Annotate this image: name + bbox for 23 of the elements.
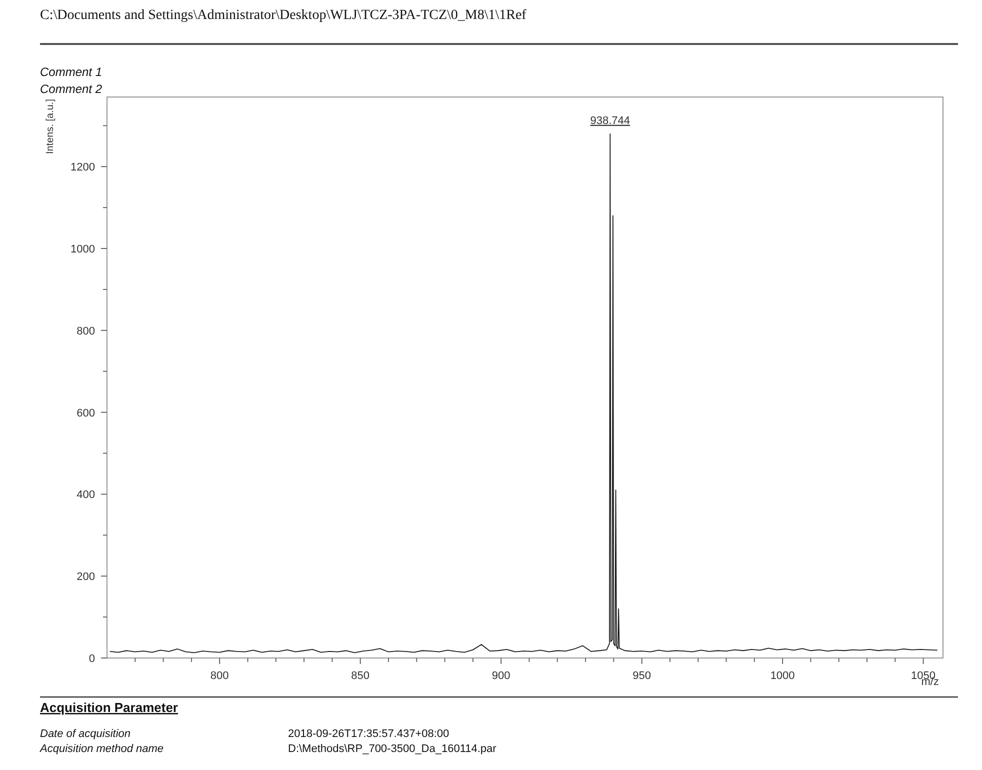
text: Date of acquisition (40, 728, 130, 740)
text: Acquisition Parameter (40, 700, 178, 715)
y-axis-title: Intens. [a.u.] (45, 98, 56, 154)
x-tick-label: 950 (632, 670, 651, 682)
y-tick-label: 200 (76, 571, 95, 584)
line-series (109, 133, 938, 654)
annotation: 938.744 (590, 114, 630, 127)
x-tick-label: 800 (210, 670, 229, 682)
y-tick-label: 400 (76, 489, 95, 502)
text: Acquisition method name (39, 743, 164, 755)
y-tick-label: 800 (76, 325, 95, 338)
y-tick-label: 0 (88, 653, 95, 665)
x-tick-label: 900 (492, 670, 510, 682)
text: Comment 1 (40, 65, 102, 79)
y-tick-label: 1200 (70, 162, 95, 174)
text: C:\Documents and Settings\Administrator\Desktop\WLJ\TCZ-3PA-TCZ\0_M8\1\1Ref (40, 8, 527, 23)
text: D:\Methods\RP_700-3500_Da_160114.par (288, 743, 497, 755)
text: Comment 2 (40, 82, 102, 96)
y-tick-label: 600 (76, 407, 95, 420)
y-tick-label: 1000 (70, 244, 95, 256)
x-tick-label: 850 (351, 670, 370, 682)
x-tick-label: 1000 (770, 670, 795, 682)
text: 2018-09-26T17:35:57.437+08:00 (288, 728, 450, 740)
